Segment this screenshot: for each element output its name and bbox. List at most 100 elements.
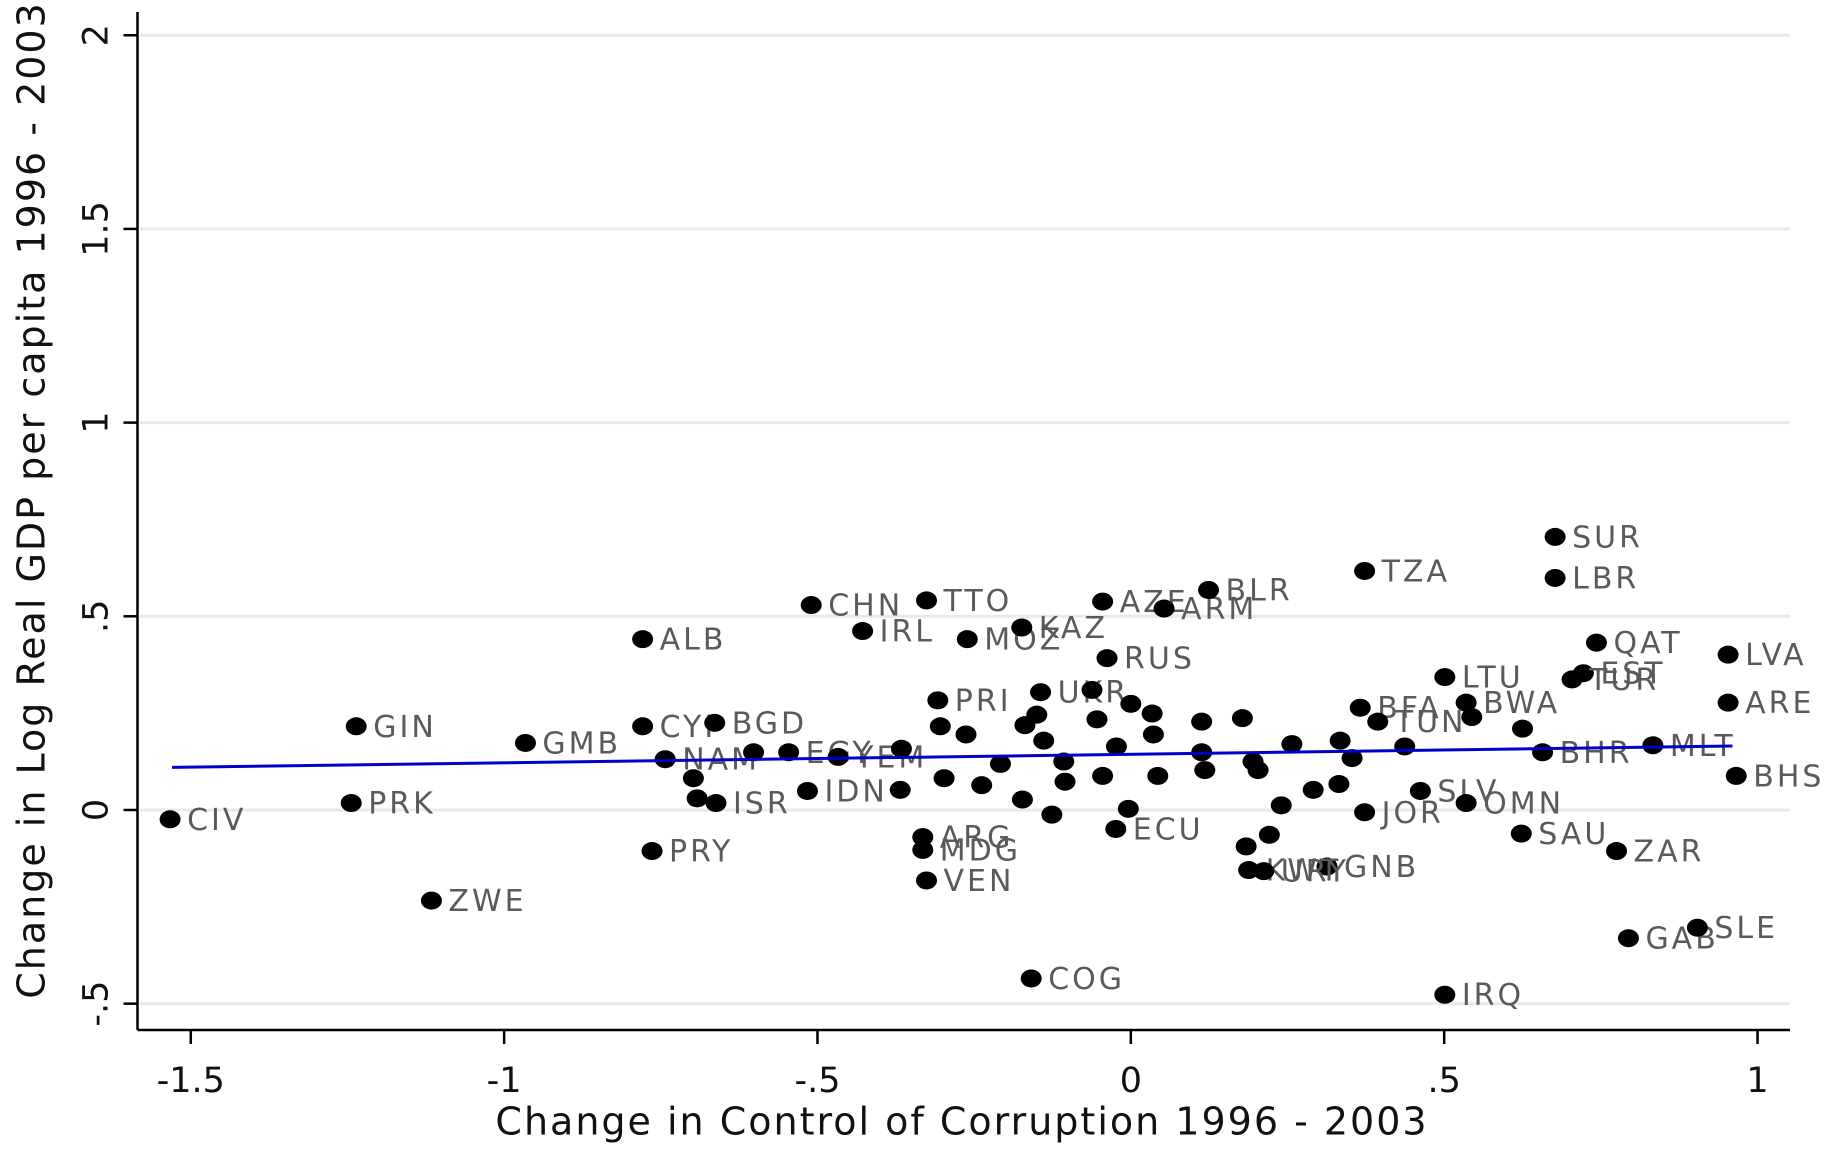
y-tick-label: 1 xyxy=(77,411,117,433)
point-label: LTU xyxy=(1462,661,1524,696)
point xyxy=(1041,805,1063,824)
point-label: PRK xyxy=(368,787,436,822)
point xyxy=(1120,694,1142,713)
point xyxy=(1434,985,1456,1004)
point xyxy=(1725,766,1747,785)
point xyxy=(704,713,726,732)
point xyxy=(1092,766,1114,785)
point-label: GNB xyxy=(1344,850,1419,885)
point xyxy=(889,780,911,799)
y-tick-label: 1.5 xyxy=(77,201,117,257)
x-axis-title: Change in Control of Corruption 1996 - 2… xyxy=(495,1100,1428,1144)
point-label: TZA xyxy=(1381,554,1450,589)
y-tick-label: -.5 xyxy=(77,981,117,1027)
x-tick-label: 1 xyxy=(1746,1061,1768,1101)
point-label: KWT xyxy=(1266,854,1342,889)
point xyxy=(1147,766,1169,785)
point-label: BGD xyxy=(732,706,807,741)
point xyxy=(1153,599,1175,618)
point xyxy=(1092,592,1114,611)
point xyxy=(1105,819,1127,838)
point xyxy=(1617,929,1639,948)
point-label: ZWE xyxy=(448,884,526,919)
point xyxy=(420,891,442,910)
point xyxy=(1191,712,1213,731)
point-label: BHR xyxy=(1560,736,1633,771)
point xyxy=(1717,645,1739,664)
point-label: ALB xyxy=(660,623,727,658)
point xyxy=(778,743,800,762)
x-tick-label: -1.5 xyxy=(157,1061,225,1101)
point xyxy=(912,828,934,847)
point xyxy=(1341,749,1363,768)
point-label: OMN xyxy=(1483,787,1564,822)
point xyxy=(1231,709,1253,728)
point-label: LVA xyxy=(1745,638,1807,673)
point xyxy=(796,781,818,800)
point xyxy=(916,871,938,890)
point xyxy=(1717,693,1739,712)
point-label: IRL xyxy=(880,615,935,650)
point xyxy=(1011,618,1033,637)
point-label: URY xyxy=(1281,855,1349,890)
point-label: LBR xyxy=(1572,561,1639,596)
point xyxy=(1316,857,1338,876)
point xyxy=(514,733,536,752)
point-label: RUS xyxy=(1124,642,1195,677)
point xyxy=(705,794,727,813)
point xyxy=(1642,736,1664,755)
point xyxy=(1329,731,1351,750)
point-label: SUR xyxy=(1572,520,1643,555)
point-label: QAT xyxy=(1613,626,1682,661)
point xyxy=(912,840,934,859)
point-label: SAU xyxy=(1538,817,1609,852)
point xyxy=(1561,670,1583,689)
point xyxy=(1367,712,1389,731)
point xyxy=(956,630,978,649)
point xyxy=(971,776,993,795)
point-label: PRI xyxy=(955,684,1012,719)
point xyxy=(159,810,181,829)
x-tick-label: .5 xyxy=(1427,1061,1460,1101)
point xyxy=(1011,790,1033,809)
point-label: TUR xyxy=(1588,663,1659,698)
point xyxy=(1434,668,1456,687)
point xyxy=(1354,561,1376,580)
point xyxy=(929,717,951,736)
point-label: EST xyxy=(1600,657,1665,692)
point xyxy=(1054,772,1076,791)
point xyxy=(686,789,708,808)
point xyxy=(927,691,949,710)
point xyxy=(1096,649,1118,668)
point xyxy=(800,596,822,615)
point xyxy=(890,739,912,758)
point-label: BHS xyxy=(1753,759,1824,794)
point xyxy=(1394,737,1416,756)
point xyxy=(1512,719,1534,738)
point xyxy=(743,743,765,762)
point xyxy=(1030,683,1052,702)
point-label: IDN xyxy=(824,774,887,809)
point xyxy=(1686,918,1708,937)
point xyxy=(1461,708,1483,727)
point-label: TUN xyxy=(1394,705,1467,740)
point-label: COG xyxy=(1048,962,1125,997)
point xyxy=(632,717,654,736)
point xyxy=(1544,527,1566,546)
point-label: PRY xyxy=(669,835,733,870)
point-label: GIN xyxy=(373,710,437,745)
point-label: KAZ xyxy=(1039,611,1108,646)
point xyxy=(1235,837,1257,856)
point xyxy=(1020,969,1042,988)
point xyxy=(1026,705,1048,724)
point-label: MDG xyxy=(940,833,1021,868)
point xyxy=(1033,731,1055,750)
point xyxy=(1238,861,1260,880)
point xyxy=(345,717,367,736)
x-tick-label: -1 xyxy=(487,1061,522,1101)
point xyxy=(1270,796,1292,815)
y-axis-title: Change in Log Real GDP per capita 1996 -… xyxy=(10,1,54,999)
point-label: BWA xyxy=(1483,686,1560,721)
point-label: ARG xyxy=(940,821,1014,856)
point-label: SLE xyxy=(1714,911,1778,946)
